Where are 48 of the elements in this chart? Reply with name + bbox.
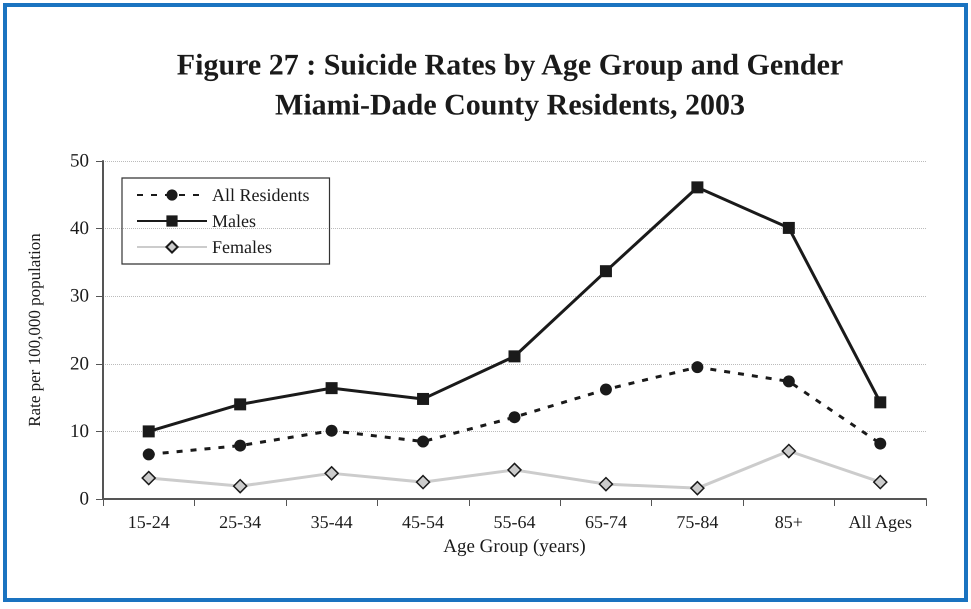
x-tick-label: All Ages [848,512,912,532]
y-tick-label: 20 [70,353,89,374]
chart-title: Figure 27 : Suicide Rates by Age Group and Gender Miami-Dade County Residents, 2003 [176,48,844,122]
point [691,361,704,374]
x-tick-label: 75-84 [676,512,718,532]
point [417,436,430,448]
y-tick-label: 40 [70,218,89,240]
point [326,424,338,437]
x-tick-label: 65-74 [584,512,627,532]
point [141,470,156,486]
legend-label: All Residents [212,185,310,205]
x-axis-title: Age Group (years) [443,536,586,557]
point [873,474,888,490]
point [142,448,155,460]
point [234,398,246,410]
point [874,438,886,450]
y-tick-label: 10 [70,420,89,442]
x-tick-label: 85+ [774,512,803,532]
point [691,181,704,194]
point [600,383,612,396]
point [234,440,246,452]
point [326,382,338,394]
x-tick-label: 35-44 [310,512,353,532]
point [782,222,795,234]
point [417,392,430,405]
point [598,476,614,492]
legend-label: Males [212,211,256,231]
y-axis-title: Rate per 100,000 population [25,232,44,427]
point [782,375,795,388]
x-tick-label: 15-24 [128,512,170,532]
y-tick-label: 50 [70,150,89,172]
x-tick-label: 25-34 [219,512,262,532]
point [600,265,612,278]
x-tick-label: 55-64 [494,512,536,532]
y-tick-label: 30 [70,286,89,307]
x-tick-label: 45-54 [402,512,444,532]
point [508,350,520,362]
point [874,396,886,408]
point [232,478,248,494]
point [690,480,705,496]
point [507,462,522,478]
legend-label: Females [212,237,272,257]
point [324,466,339,481]
point [416,474,430,490]
point [782,444,796,458]
point [142,425,155,438]
point [508,411,520,424]
y-tick-label: 0 [80,488,89,510]
